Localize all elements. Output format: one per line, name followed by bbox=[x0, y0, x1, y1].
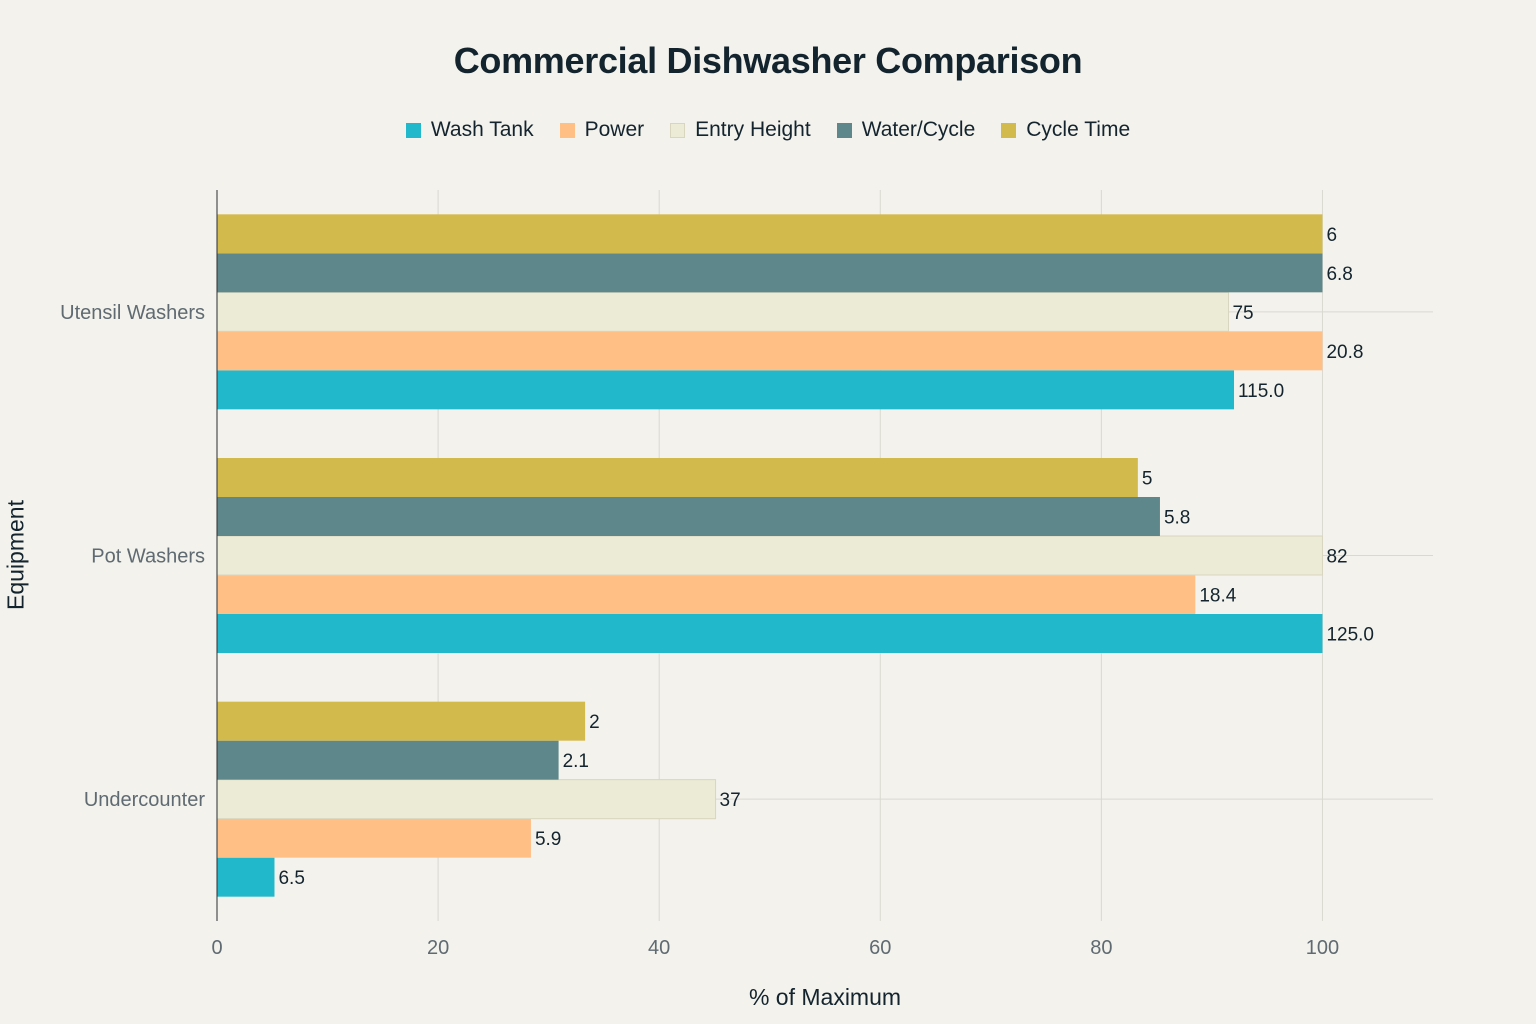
bar-entry-height-undercounter bbox=[216, 779, 717, 820]
legend-label-water-cycle: Water/Cycle bbox=[861, 118, 976, 141]
bar-entry-height-pot-washers bbox=[216, 535, 1323, 576]
bar-cycle-time-undercounter bbox=[217, 701, 586, 741]
bar-data-label: 2.1 bbox=[563, 751, 589, 772]
legend-label-cycle-time: Cycle Time bbox=[1026, 118, 1131, 141]
legend-item-water-cycle[interactable]: Water/Cycle bbox=[836, 118, 976, 142]
bar-data-label: 6.5 bbox=[278, 868, 304, 889]
bar-entry-height-utensil-washers bbox=[216, 291, 1229, 332]
bar-data-label: 5 bbox=[1142, 469, 1153, 490]
bar-power-pot-washers bbox=[217, 575, 1196, 614]
y-category-label: Undercounter bbox=[84, 789, 206, 811]
bar-data-label: 18.4 bbox=[1199, 586, 1236, 607]
bar-wash-tank-undercounter bbox=[217, 857, 275, 897]
bar-water-cycle-utensil-washers bbox=[217, 253, 1323, 293]
legend-swatch-entry-height bbox=[670, 122, 686, 138]
bar-data-label: 115.0 bbox=[1238, 381, 1284, 402]
bar-data-label: 5.9 bbox=[535, 829, 561, 850]
bar-power-utensil-washers bbox=[217, 331, 1323, 371]
y-axis-title: Equipment bbox=[2, 500, 29, 610]
bar-water-cycle-undercounter bbox=[217, 740, 559, 780]
bar-wash-tank-utensil-washers bbox=[217, 370, 1235, 410]
legend-swatch-cycle-time bbox=[1001, 122, 1017, 138]
bar-data-label: 2 bbox=[589, 712, 600, 733]
legend-label-power: Power bbox=[584, 118, 645, 141]
legend-swatch-water-cycle bbox=[836, 122, 852, 138]
x-tick-label: 80 bbox=[1090, 937, 1112, 959]
bar-cycle-time-utensil-washers bbox=[217, 214, 1323, 254]
bar-data-label: 82 bbox=[1326, 547, 1347, 568]
legend-swatch-wash-tank bbox=[405, 122, 421, 138]
legend-label-wash-tank: Wash Tank bbox=[430, 118, 534, 141]
bar-data-label: 37 bbox=[720, 790, 741, 811]
legend-item-wash-tank[interactable]: Wash Tank bbox=[405, 118, 534, 142]
bar-power-undercounter bbox=[217, 818, 531, 858]
legend-label-entry-height: Entry Height bbox=[695, 118, 811, 141]
bar-water-cycle-pot-washers bbox=[217, 497, 1160, 536]
legend: Wash Tank Power Entry Height Water/Cycle… bbox=[0, 118, 1536, 142]
bar-data-label: 6 bbox=[1326, 225, 1337, 246]
legend-item-power[interactable]: Power bbox=[559, 118, 645, 142]
y-category-label: Pot Washers bbox=[91, 546, 205, 568]
bar-data-label: 6.8 bbox=[1326, 264, 1352, 285]
y-category-label: Utensil Washers bbox=[60, 302, 205, 324]
legend-item-cycle-time[interactable]: Cycle Time bbox=[1001, 118, 1130, 142]
x-axis-title: % of Maximum bbox=[748, 984, 902, 1010]
x-tick-label: 60 bbox=[869, 937, 891, 959]
chart-title: Commercial Dishwasher Comparison bbox=[453, 40, 1083, 81]
legend-swatch-power bbox=[559, 122, 575, 138]
x-tick-label: 40 bbox=[648, 937, 670, 959]
bar-wash-tank-pot-washers bbox=[217, 614, 1323, 653]
bar-data-label: 125.0 bbox=[1326, 625, 1374, 646]
x-tick-label: 100 bbox=[1306, 937, 1339, 959]
legend-item-entry-height[interactable]: Entry Height bbox=[670, 118, 811, 142]
x-tick-label: 20 bbox=[427, 937, 449, 959]
x-tick-label: 0 bbox=[211, 937, 222, 959]
bar-data-label: 75 bbox=[1232, 303, 1253, 324]
bar-data-label: 20.8 bbox=[1326, 342, 1363, 363]
bar-cycle-time-pot-washers bbox=[217, 458, 1138, 497]
bar-data-label: 5.8 bbox=[1164, 508, 1190, 529]
